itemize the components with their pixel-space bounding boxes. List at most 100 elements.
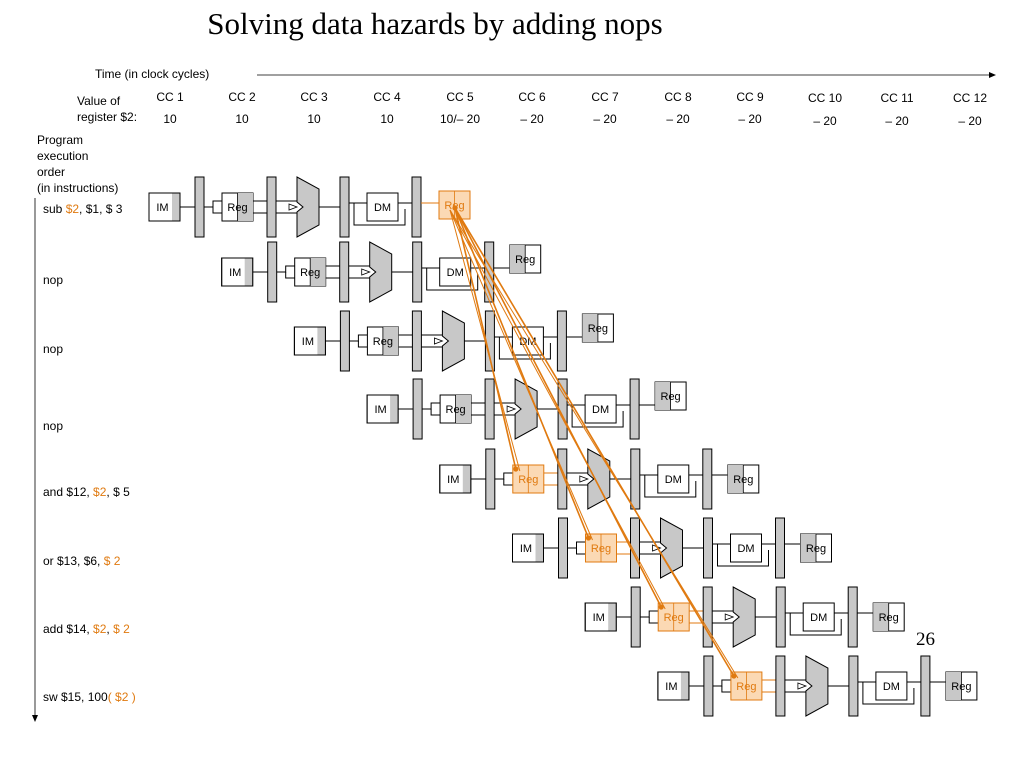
value-label-line2: register $2: [77,110,138,124]
order-label-line2: execution [37,149,89,163]
hazard-dependency-line [449,209,521,472]
pipeline-register-ex-mem [775,586,786,648]
order-label-line1: Program [37,133,84,147]
pipeline-register-if-id [267,241,278,303]
register-shaded-half [873,603,889,631]
register-file-label: Reg [518,474,538,486]
data-memory-label: DM [447,267,464,279]
instruction-text: sub [43,202,66,216]
pipeline-register-mem-wb [775,517,785,579]
pipeline-register-if-id [485,448,496,510]
alu-input-arrow [797,682,808,690]
instruction-label: add $14, $2, $ 2 [43,621,130,637]
hazard-dependency-line [454,207,735,677]
clock-cycle-label: CC 1 [156,90,184,104]
instruction-text: nop [43,419,64,433]
instruction-text: nop [43,342,64,356]
data-memory-box [730,533,762,563]
instruction-memory-label: IM [374,404,386,416]
pipeline-register-id-ex [702,586,713,648]
instruction-text: , $ 5 [106,485,130,499]
register-shaded-half [237,193,253,221]
alu-shape [441,310,465,372]
hazard-dot [513,466,519,472]
datapath-wire [571,405,624,428]
instruction-label: nop [43,418,63,434]
alu-shape [805,655,829,717]
pipeline-register-ex-mem [412,241,423,303]
data-memory-box [657,464,690,494]
register-2-operand: $ 2 [103,554,121,568]
alu-shape [732,586,756,648]
instruction-memory-label: IM [156,202,168,214]
register-value: – 20 [666,112,690,126]
pipeline-register-ex-mem [630,448,641,510]
datapath-wire [212,207,222,214]
instruction-memory-label: IM [302,336,314,348]
pipeline-register-mem-wb [702,448,713,510]
register-2-operand: $2 [65,202,80,216]
register-value: 10 [380,112,394,126]
instruction-memory-label: IM [593,612,605,624]
pipeline-register-mem-wb [411,176,422,238]
instruction-memory-label: IM [665,681,677,693]
register-file-label: Reg [591,543,611,555]
instruction-text: , [106,622,114,636]
register-shaded-half [310,258,326,286]
instruction-memory-shade [390,395,399,423]
pipeline-register-if-id [194,176,205,238]
datapath-wire [648,617,659,624]
datapath-wire [644,475,697,498]
instruction-label: nop [43,272,63,288]
register-value: 10 [307,112,321,126]
clock-cycle-label: CC 2 [228,90,256,104]
hazard-dependency-line [449,209,666,610]
register-file-label: Reg [736,681,756,693]
pipeline-register-id-ex [484,378,495,440]
datapath-wire [862,682,915,705]
pipeline-register-mem-wb [629,378,640,440]
register-shaded-half [727,465,744,493]
data-memory-label: DM [592,404,609,416]
register-shaded-half [455,395,472,423]
program-order-arrowhead [32,715,38,722]
datapath-wire [349,334,368,342]
data-memory-label: DM [374,202,391,214]
pipeline-register-ex-mem [339,176,350,238]
alu-input-arrow [579,475,589,483]
datapath-wire [712,679,731,687]
datapath-wire [353,203,406,226]
datapath-wire [285,272,295,279]
pipeline-register-id-ex [339,241,350,303]
clock-cycle-label: CC 3 [300,90,328,104]
pipeline-register-mem-wb [847,586,858,648]
register-value: – 20 [738,112,762,126]
register-2-operand: $2 [93,485,107,499]
alu-input-arrow [361,268,371,276]
clock-cycle-label: CC 11 [880,91,914,105]
data-memory-box [584,394,617,424]
register-file-label: Reg [446,404,466,416]
register-file-label: Reg [733,474,753,486]
register-file-label: Reg [664,612,684,624]
instruction-text: sw $15, 100 [43,690,108,704]
datapath-wire [789,613,842,636]
register-file-label: Reg [879,612,899,624]
register-shaded-half [655,382,671,410]
datapath-wire [503,479,513,486]
datapath-wire [430,409,441,416]
pipeline-register-ex-mem [703,517,713,579]
register-value: – 20 [885,114,909,128]
data-memory-label: DM [737,543,754,555]
pipeline-register-if-id [412,378,423,440]
datapath-wire [204,200,222,208]
instruction-memory-label: IM [447,474,459,486]
register-2-operand: $ 2 [113,622,130,636]
instruction-memory-label: IM [520,543,532,555]
register-file-label: Reg [951,681,971,693]
alu-input-arrow [433,337,444,345]
instruction-label: sub $2, $1, $ 3 [43,201,122,217]
register-file-label: Reg [588,323,608,335]
slide-title: Solving data hazards by adding nops [207,6,663,41]
